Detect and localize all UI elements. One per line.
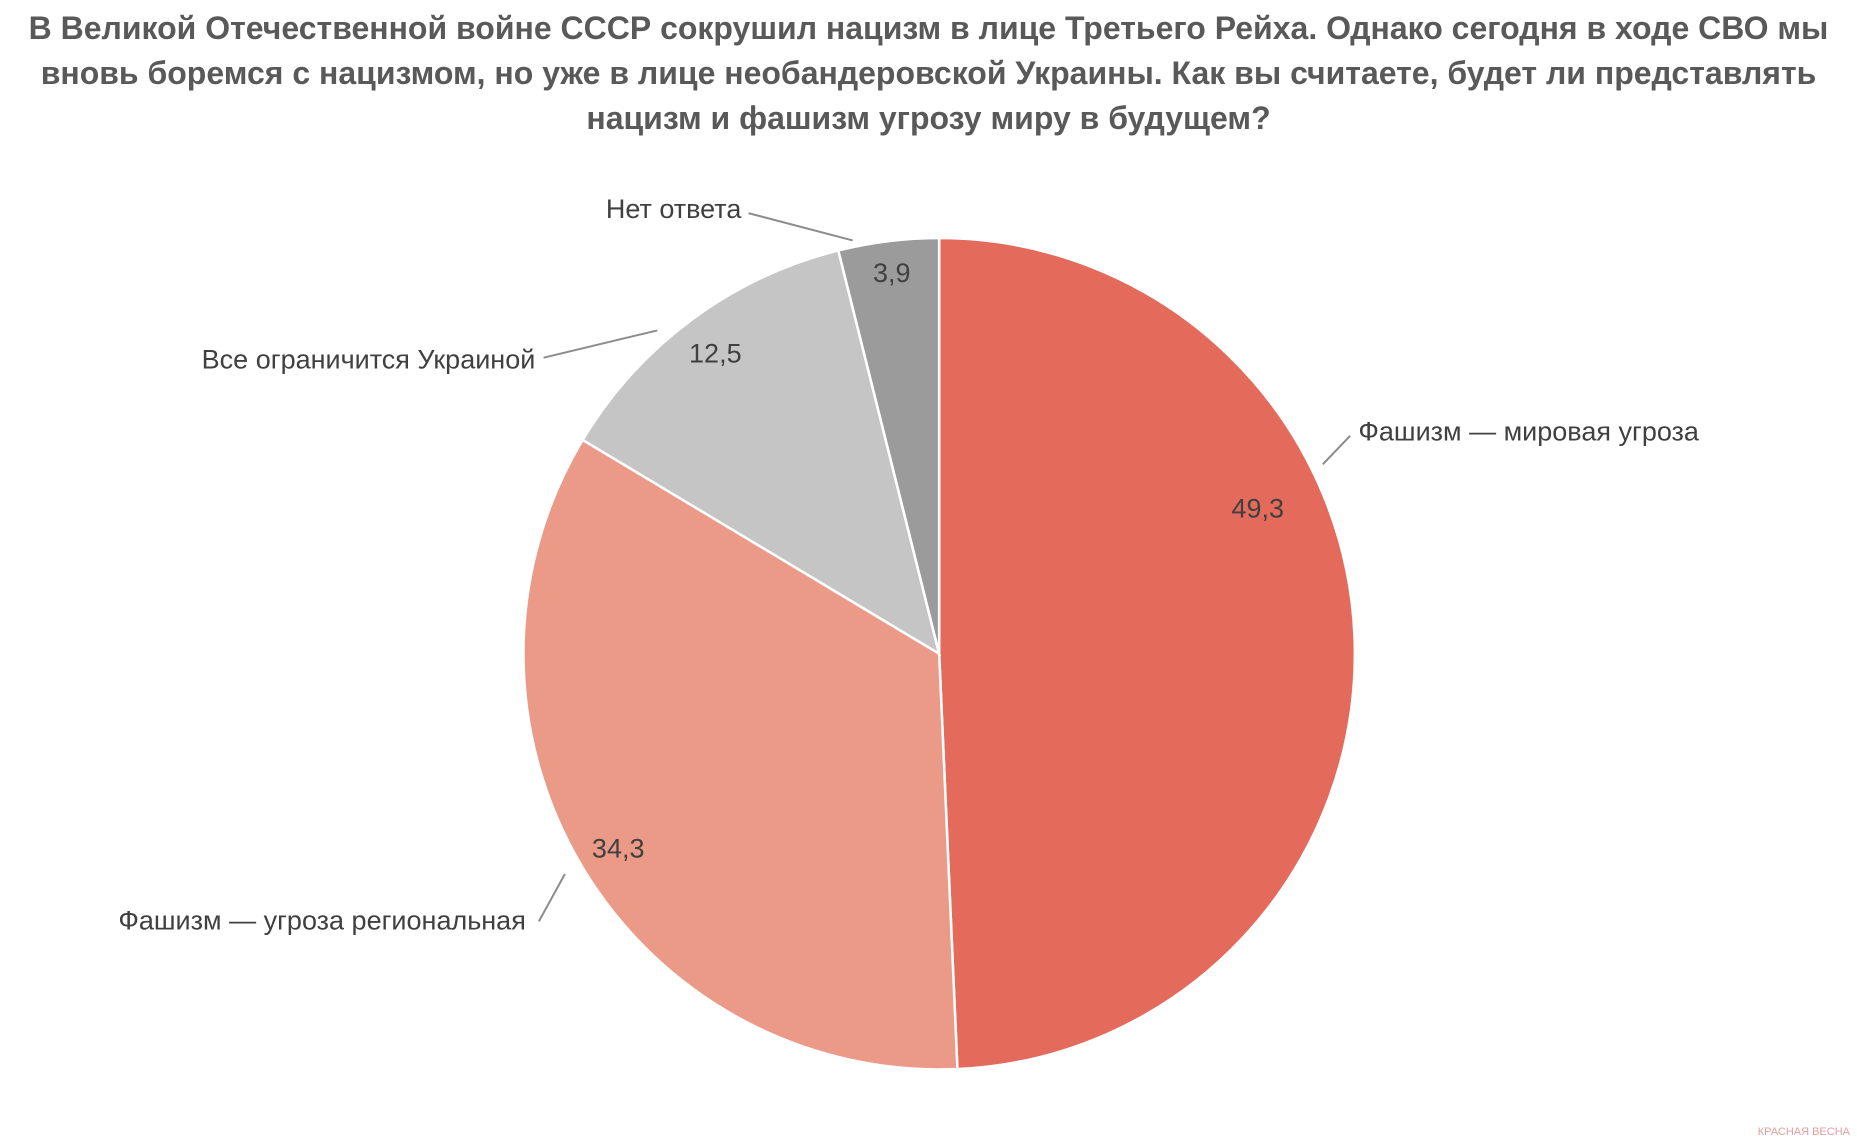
category-label: Фашизм — угроза региональная <box>118 906 525 936</box>
watermark: КРАСНАЯ ВЕСНА <box>1758 1126 1851 1138</box>
leader-line <box>1322 435 1351 465</box>
leader-line <box>748 212 853 242</box>
chart-title: В Великой Отечественной войне СССР сокру… <box>28 10 1829 136</box>
leader-line <box>537 873 566 922</box>
data-label: 34,3 <box>592 833 645 863</box>
data-label: 3,9 <box>873 258 911 288</box>
category-label: Все ограничится Украиной <box>202 344 536 374</box>
leader-line <box>543 329 658 359</box>
pie-slice <box>522 438 959 1071</box>
pie-slice <box>937 236 1357 1071</box>
category-label: Фашизм — мировая угроза <box>1358 417 1700 447</box>
data-label: 12,5 <box>689 338 742 368</box>
pie-slice <box>836 236 941 655</box>
data-label: 49,3 <box>1231 494 1284 524</box>
category-label: Нет ответа <box>606 194 742 224</box>
pie-slice <box>580 248 942 657</box>
